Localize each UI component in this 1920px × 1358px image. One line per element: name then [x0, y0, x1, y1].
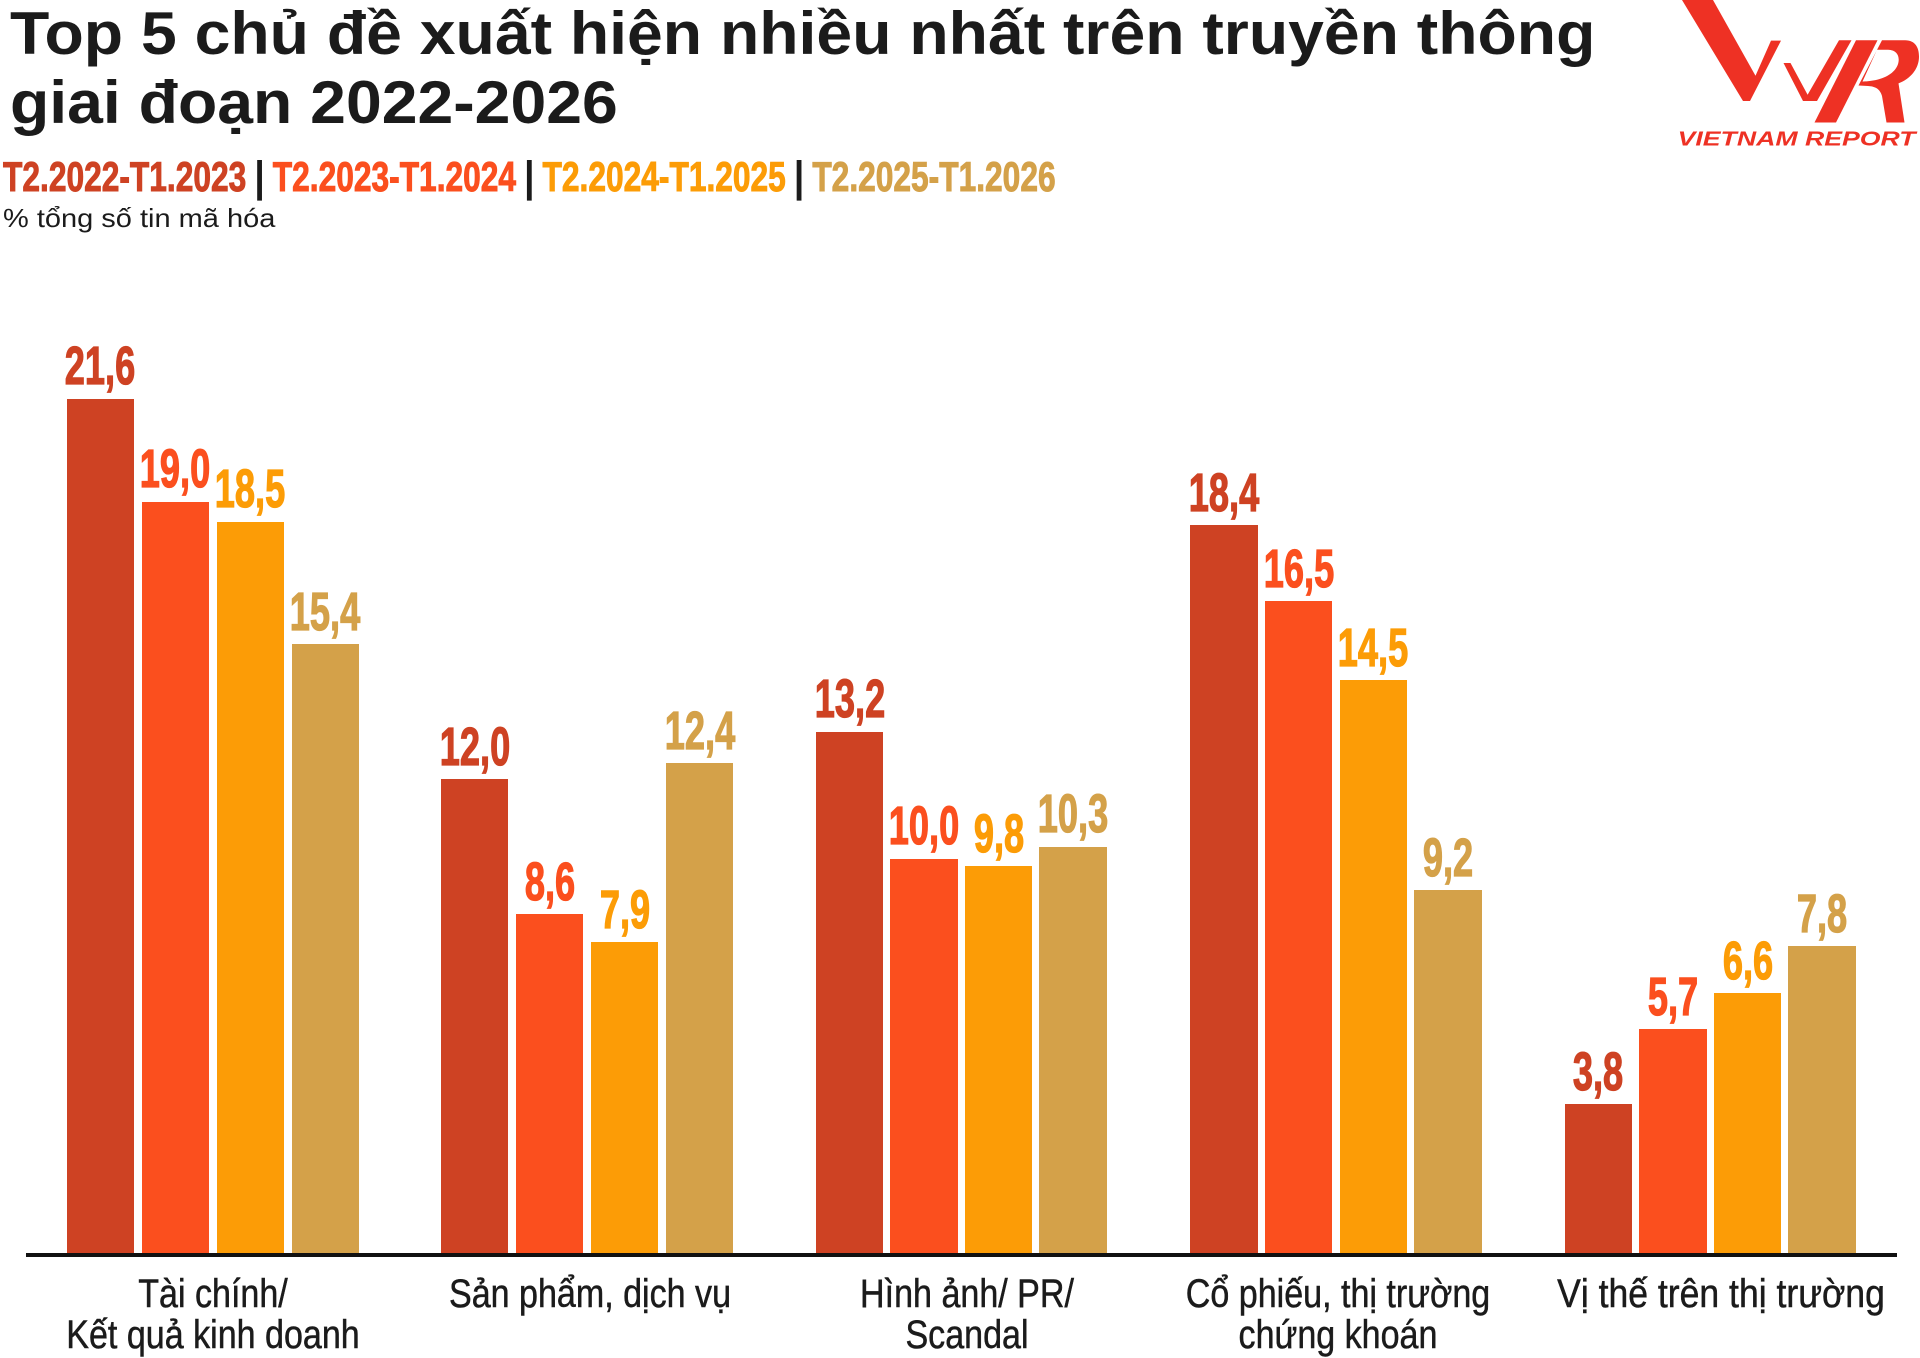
- svg-text:VIETNAM REPORT: VIETNAM REPORT: [1678, 129, 1918, 151]
